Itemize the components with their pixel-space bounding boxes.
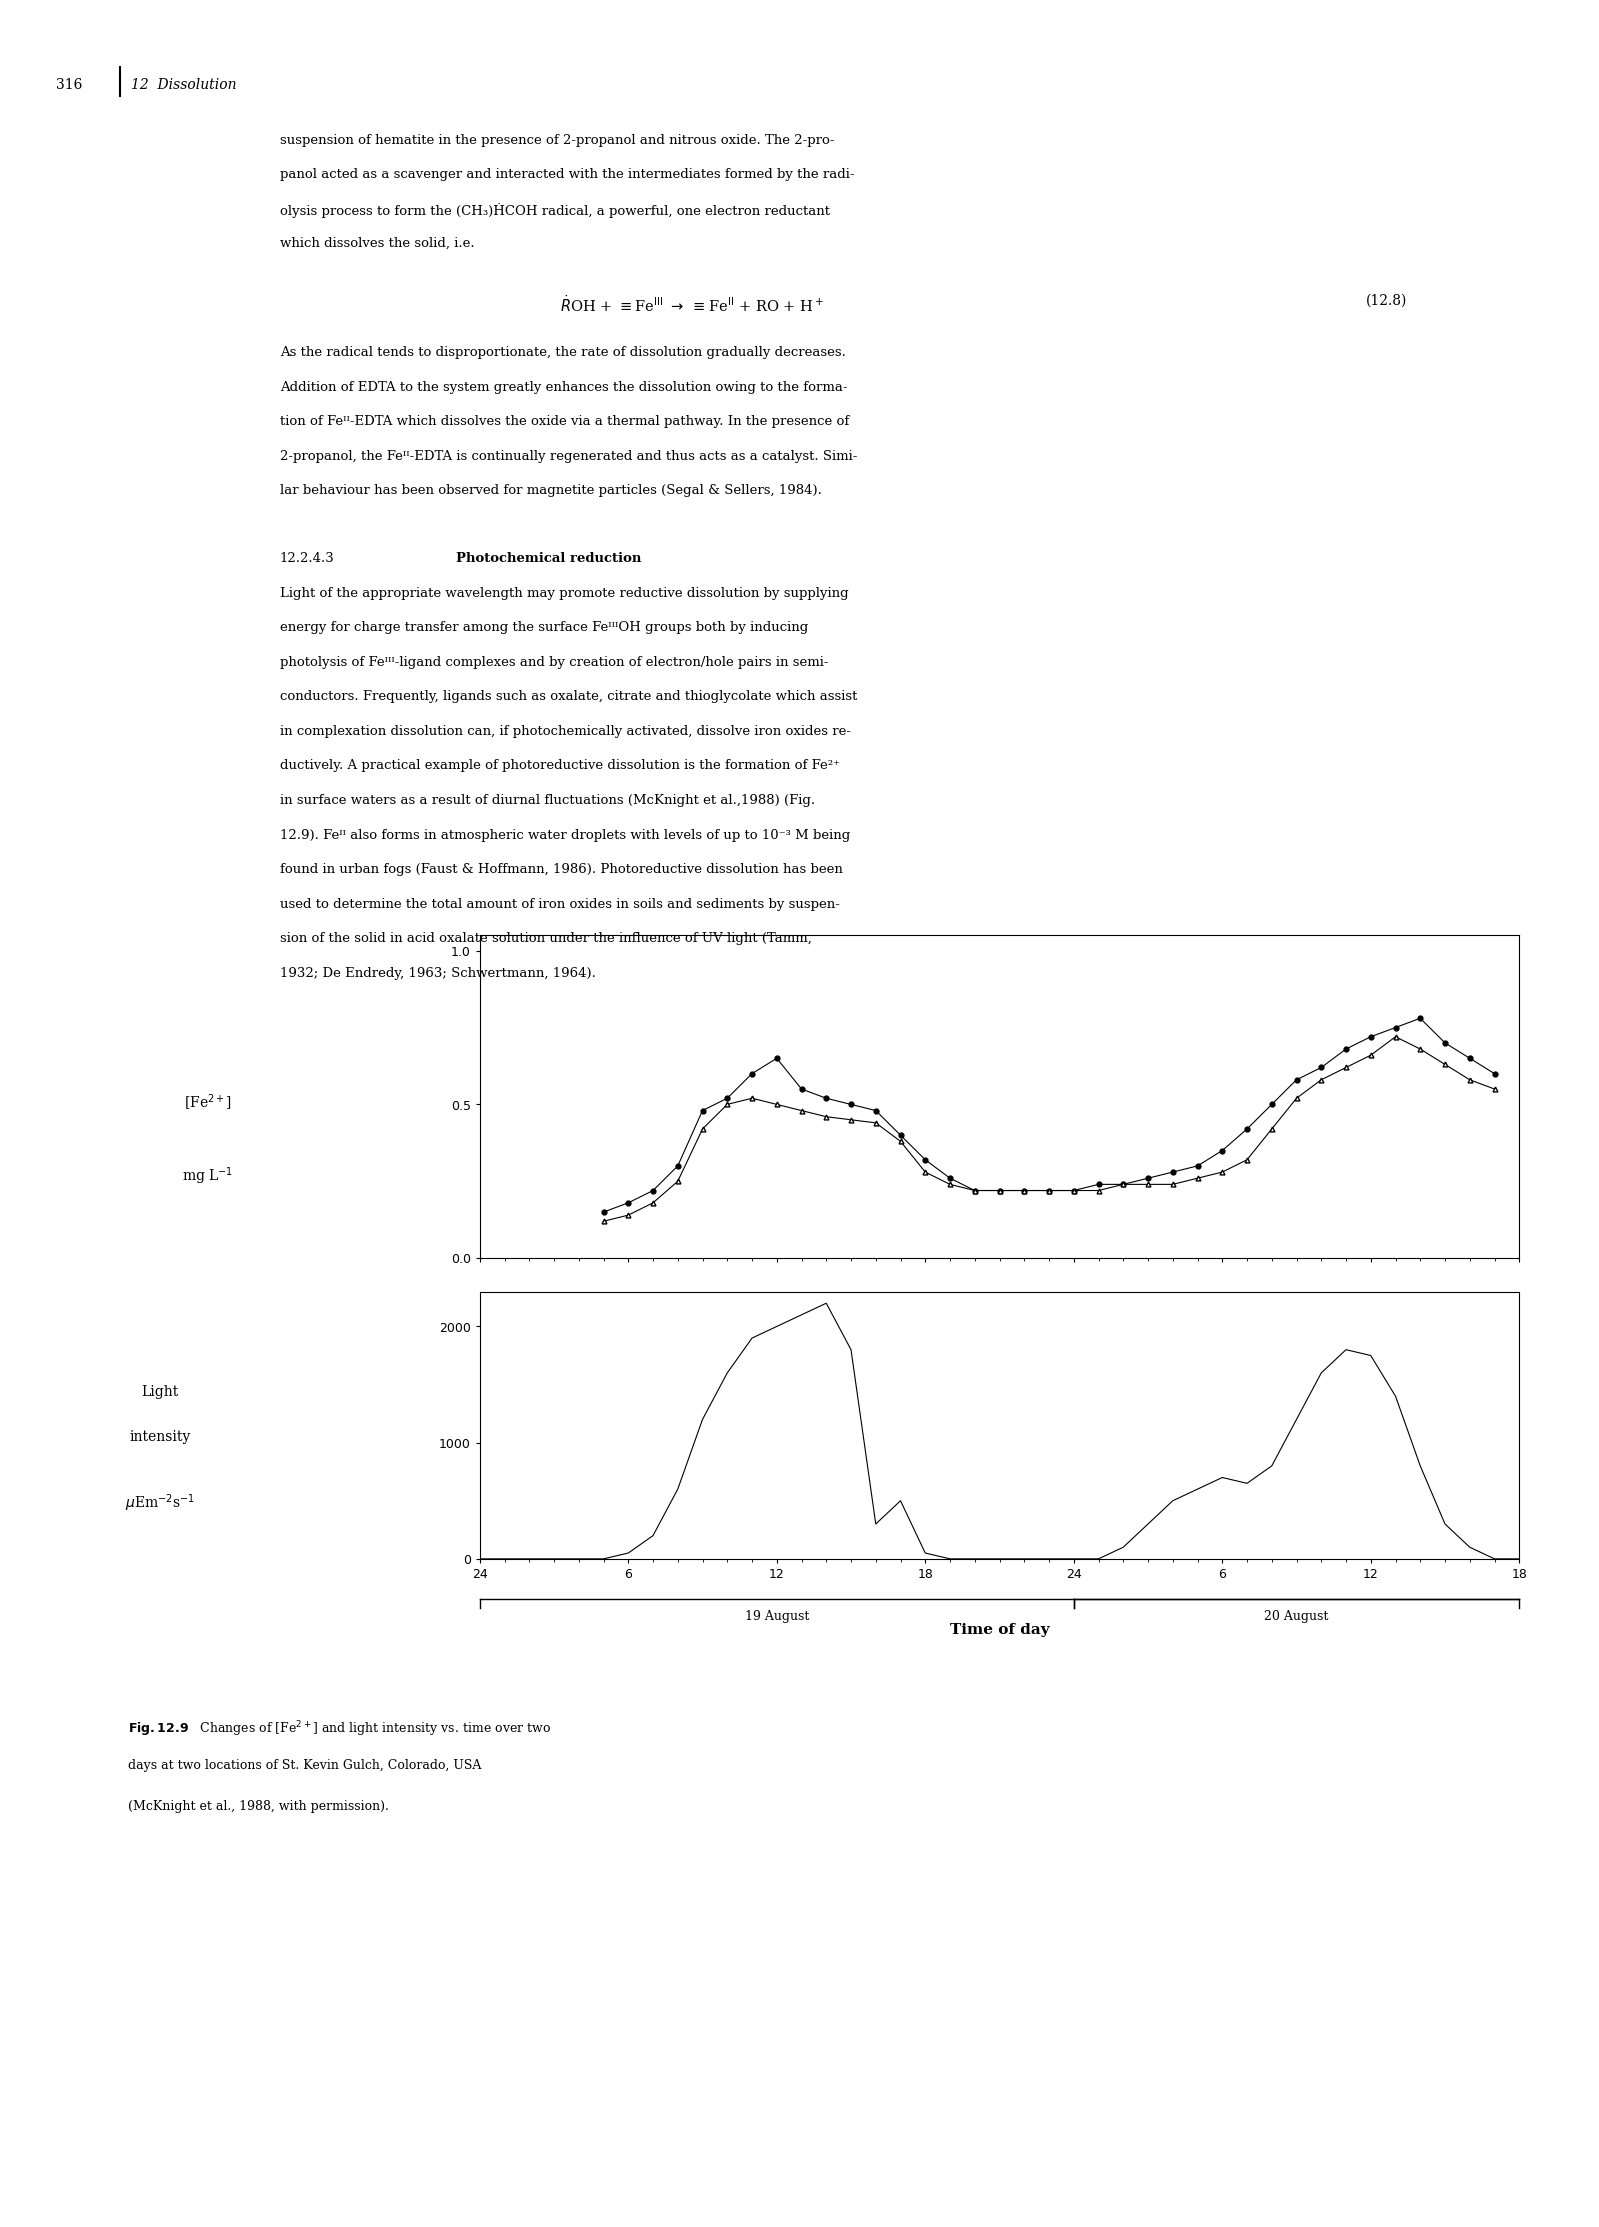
Text: As the radical tends to disproportionate, the rate of dissolution gradually decr: As the radical tends to disproportionate… — [280, 345, 846, 359]
Text: found in urban fogs (Faust & Hoffmann, 1986). Photoreductive dissolution has bee: found in urban fogs (Faust & Hoffmann, 1… — [280, 862, 843, 875]
Text: [Fe$^{2+}$]: [Fe$^{2+}$] — [184, 1091, 232, 1114]
Text: panol acted as a scavenger and interacted with the intermediates formed by the r: panol acted as a scavenger and interacte… — [280, 169, 854, 180]
Text: conductors. Frequently, ligands such as oxalate, citrate and thioglycolate which: conductors. Frequently, ligands such as … — [280, 690, 857, 704]
Text: intensity: intensity — [130, 1430, 190, 1443]
Text: Photochemical reduction: Photochemical reduction — [456, 552, 641, 566]
Text: 2-propanol, the Feᴵᴵ-EDTA is continually regenerated and thus acts as a catalyst: 2-propanol, the Feᴵᴵ-EDTA is continually… — [280, 450, 857, 463]
Text: $\dot{R}$OH + $\equiv$Fe$^{\rm III}$ $\rightarrow$ $\equiv$Fe$^{\rm II}$ + RO + : $\dot{R}$OH + $\equiv$Fe$^{\rm III}$ $\r… — [560, 294, 823, 314]
Text: days at two locations of St. Kevin Gulch, Colorado, USA: days at two locations of St. Kevin Gulch… — [128, 1759, 481, 1773]
Text: Addition of EDTA to the system greatly enhances the dissolution owing to the for: Addition of EDTA to the system greatly e… — [280, 381, 847, 394]
Text: tion of Feᴵᴵ-EDTA which dissolves the oxide via a thermal pathway. In the presen: tion of Feᴵᴵ-EDTA which dissolves the ox… — [280, 414, 849, 428]
Text: lar behaviour has been observed for magnetite particles (Segal & Sellers, 1984).: lar behaviour has been observed for magn… — [280, 483, 822, 497]
Text: (McKnight et al., 1988, with permission).: (McKnight et al., 1988, with permission)… — [128, 1799, 389, 1813]
Text: mg L$^{-1}$: mg L$^{-1}$ — [182, 1165, 233, 1187]
Text: photolysis of Feᴵᴵᴵ-ligand complexes and by creation of electron/hole pairs in s: photolysis of Feᴵᴵᴵ-ligand complexes and… — [280, 655, 828, 668]
Text: suspension of hematite in the presence of 2-propanol and nitrous oxide. The 2-pr: suspension of hematite in the presence o… — [280, 134, 835, 147]
Text: 20 August: 20 August — [1265, 1610, 1329, 1623]
Text: 19 August: 19 August — [745, 1610, 809, 1623]
Text: olysis process to form the (CH₃)ḢCOH radical, a powerful, one electron reductant: olysis process to form the (CH₃)ḢCOH rad… — [280, 203, 830, 218]
Text: 1932; De Endredy, 1963; Schwertmann, 1964).: 1932; De Endredy, 1963; Schwertmann, 196… — [280, 967, 596, 980]
Text: which dissolves the solid, i.e.: which dissolves the solid, i.e. — [280, 236, 475, 249]
Text: in complexation dissolution can, if photochemically activated, dissolve iron oxi: in complexation dissolution can, if phot… — [280, 724, 851, 737]
Text: (12.8): (12.8) — [1366, 294, 1407, 307]
Text: ductively. A practical example of photoreductive dissolution is the formation of: ductively. A practical example of photor… — [280, 759, 839, 773]
Text: used to determine the total amount of iron oxides in soils and sediments by susp: used to determine the total amount of ir… — [280, 897, 839, 911]
Text: 12  Dissolution: 12 Dissolution — [131, 78, 237, 91]
Text: $\mathbf{Fig. 12.9}$   Changes of [Fe$^{2+}$] and light intensity vs. time over : $\mathbf{Fig. 12.9}$ Changes of [Fe$^{2+… — [128, 1719, 552, 1739]
Text: in surface waters as a result of diurnal fluctuations (McKnight et al.,1988) (Fi: in surface waters as a result of diurnal… — [280, 793, 815, 806]
Text: Light of the appropriate wavelength may promote reductive dissolution by supplyi: Light of the appropriate wavelength may … — [280, 586, 849, 599]
Text: Time of day: Time of day — [950, 1623, 1049, 1637]
Text: 12.9). Feᴵᴵ also forms in atmospheric water droplets with levels of up to 10⁻³ M: 12.9). Feᴵᴵ also forms in atmospheric wa… — [280, 828, 851, 842]
Text: 316: 316 — [56, 78, 82, 91]
Text: $\mu$Em$^{-2}$s$^{-1}$: $\mu$Em$^{-2}$s$^{-1}$ — [125, 1492, 195, 1514]
Text: sion of the solid in acid oxalate solution under the influence of UV light (Tamm: sion of the solid in acid oxalate soluti… — [280, 931, 812, 944]
Text: energy for charge transfer among the surface FeᴵᴵᴵOH groups both by inducing: energy for charge transfer among the sur… — [280, 621, 807, 635]
Text: 12.2.4.3: 12.2.4.3 — [280, 552, 334, 566]
Text: Light: Light — [141, 1385, 179, 1399]
